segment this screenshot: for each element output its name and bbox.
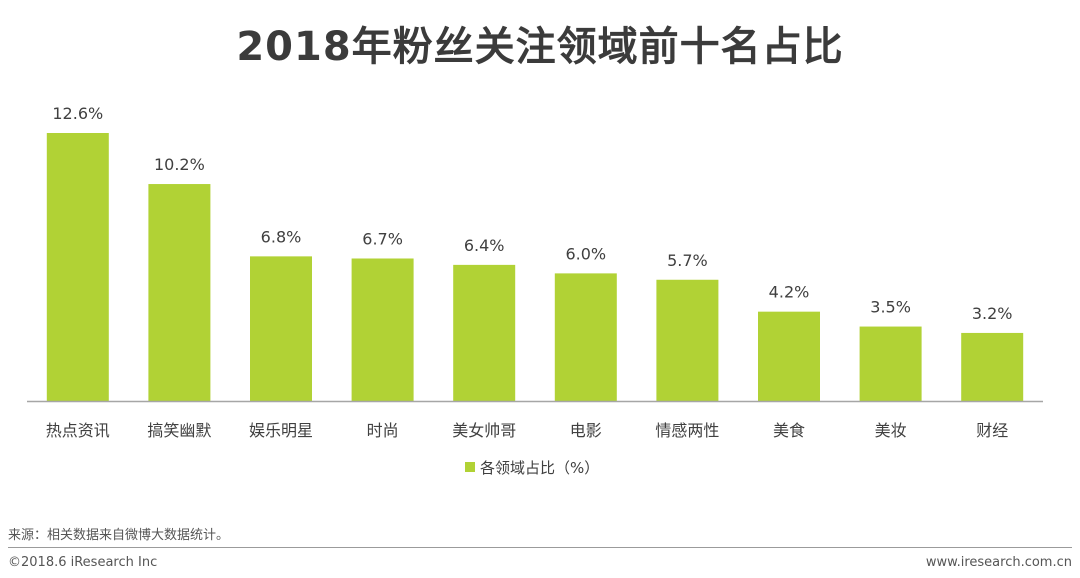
category-label-1: 热点资讯 [46,421,110,440]
bar-4 [351,258,414,401]
category-label-3: 娱乐明星 [249,421,313,440]
category-label-7: 情感两性 [655,421,719,440]
bar-8 [758,311,820,401]
data-label-8: 4.2% [769,283,810,302]
bar-1 [46,133,109,401]
category-label-4: 时尚 [367,421,399,440]
footer-divider [8,547,1072,548]
category-label-10: 财经 [976,421,1008,440]
bar-9 [859,326,922,401]
value-labels-group: 12.6% 10.2% 6.8% 6.7% 6.4% 6.0% 5.7% 4.2% 3.5% 3.… [52,104,1012,323]
website-text: www.iresearch.com.cn [925,555,1072,570]
bar-6 [554,273,617,401]
bar-10 [961,332,1024,401]
chart-title: 2018年粉丝关注领域前十名占比 [236,24,844,70]
bar-7 [656,279,719,401]
bar-2 [148,184,211,401]
data-label-9: 3.5% [870,298,911,317]
data-label-2: 10.2% [154,155,205,174]
source-note: 来源：相关数据来自微博大数据统计。 [8,528,230,543]
copyright-text: ©2018.6 iResearch Inc [8,555,158,570]
legend-label: 各领域占比（%） [480,459,599,477]
legend: 各领域占比（%） [465,459,599,477]
data-label-7: 5.7% [667,251,708,270]
category-label-6: 电影 [570,421,602,440]
data-label-3: 6.8% [261,227,302,246]
category-label-5: 美女帅哥 [452,421,516,440]
data-label-4: 6.7% [362,229,403,248]
category-label-9: 美妆 [875,421,907,440]
data-label-6: 6.0% [565,244,606,263]
category-label-8: 美食 [773,421,805,440]
category-label-2: 搞笑幽默 [147,421,211,440]
data-label-1: 12.6% [52,104,103,123]
data-label-10: 3.2% [972,304,1013,323]
category-labels-group: 热点资讯 搞笑幽默 娱乐明星 时尚 美女帅哥 电影 情感两性 美食 美妆 财经 [46,421,1008,440]
bar-5 [453,264,516,401]
bar-3 [250,256,312,401]
bars-group [46,133,1024,401]
legend-swatch [465,462,475,472]
data-label-5: 6.4% [464,236,505,255]
bar-chart: 12.6% 10.2% 6.8% 6.7% 6.4% 6.0% 5.7% 4.2% 3.5% 3.… [27,104,1043,477]
